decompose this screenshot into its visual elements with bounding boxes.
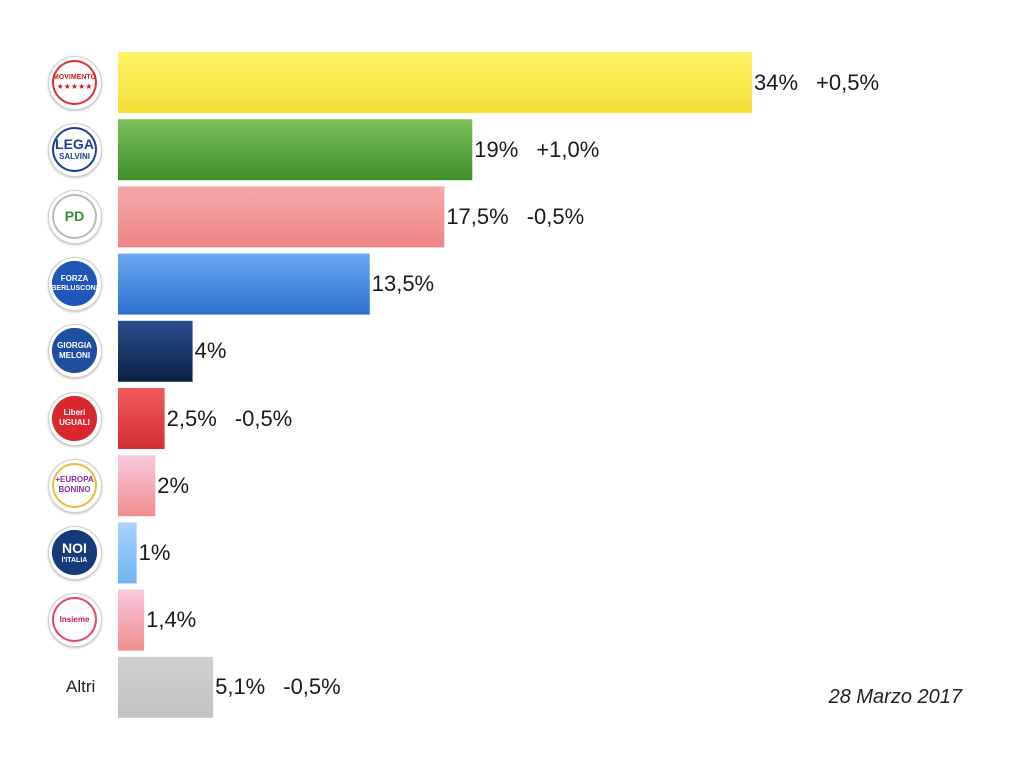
logo-text: BERLUSCONI [52, 285, 97, 293]
forza-italia-logo: FORZA BERLUSCONI [48, 257, 102, 312]
change-value-text: -0,5% [283, 674, 341, 700]
lega-salvini-logo: LEGA SALVINI [48, 122, 102, 177]
liberi-e-uguali-logo: Liberi UGUALI [48, 391, 102, 446]
noi-con-litalia-logo: NOI l'ITALIA [48, 525, 102, 580]
bar-3 [118, 253, 370, 315]
value-label-8: 1,4% [146, 609, 196, 631]
bar-1 [118, 119, 473, 181]
bar-value-text: 2% [157, 472, 190, 498]
bar-value-text: 17,5% [446, 203, 509, 229]
logo-text: NOI [62, 539, 87, 556]
change-value-text: -0,5% [234, 405, 293, 431]
bar-5 [118, 388, 165, 449]
civica-popolare-logo: Insieme [48, 593, 102, 648]
logo-text: Liberi [63, 408, 86, 417]
change-value-text: +1,0% [536, 136, 600, 162]
partito-democratico-logo: PD [48, 189, 102, 244]
logo-text: FORZA [60, 274, 89, 284]
value-label-1: 19% +1,0% [474, 136, 600, 162]
altri-label: Altri [66, 677, 96, 697]
logo-text: UGUALI [59, 418, 90, 427]
value-label-9: 5,1% -0,5% [215, 676, 341, 698]
bar-value-text: 1,4% [146, 607, 197, 633]
bar-9 [118, 656, 214, 718]
bar-4 [118, 320, 193, 382]
value-label-0: 34% +0,5% [754, 69, 880, 95]
value-label-7: 1% [138, 539, 171, 565]
logo-text: MELONI [58, 350, 91, 360]
fratelli-ditalia-logo: GIORGIA MELONI [48, 324, 102, 379]
date-label: 28 Marzo 2017 [828, 686, 962, 708]
bar-2 [118, 186, 445, 248]
bar-8 [118, 589, 145, 651]
logo-text: Insieme [59, 614, 90, 624]
logo-text: MOVIMENTO [52, 73, 97, 81]
bar-value-text: 5,1% [215, 674, 266, 700]
logo-text: PD [64, 208, 85, 225]
bar-7 [118, 522, 137, 584]
value-label-2: 17,5% -0,5% [446, 203, 585, 229]
bar-value-text: 13,5% [371, 271, 435, 297]
bar-value-text: 1% [138, 539, 171, 565]
logo-text: ★★★★★ [56, 81, 93, 91]
logo-text: GIORGIA [57, 340, 92, 350]
value-label-6: 2% [157, 472, 190, 498]
bar-value-text: 4% [194, 338, 227, 364]
value-label-5: 2,5% -0,5% [166, 405, 293, 431]
change-value-text: -0,5% [526, 203, 585, 229]
bar-value-text: 19% [474, 136, 519, 162]
logo-text: l'ITALIA [61, 556, 88, 564]
bar-6 [118, 455, 156, 517]
logo-text: SALVINI [59, 152, 90, 162]
piu-europa-logo: +EUROPA BONINO [48, 458, 102, 513]
logo-text: +EUROPA [55, 475, 94, 485]
change-value-text: +0,5% [816, 69, 880, 95]
movimento-5-stelle-logo: MOVIMENTO ★★★★★ [48, 55, 102, 110]
bar-value-text: 34% [754, 69, 799, 95]
value-label-4: 4% [195, 340, 227, 362]
logo-text: LEGA [55, 136, 94, 153]
value-label-3: 13,5% [372, 273, 434, 295]
bar-0 [118, 52, 752, 113]
bar-value-text: 2,5% [166, 405, 217, 431]
logo-text: BONINO [58, 485, 91, 495]
